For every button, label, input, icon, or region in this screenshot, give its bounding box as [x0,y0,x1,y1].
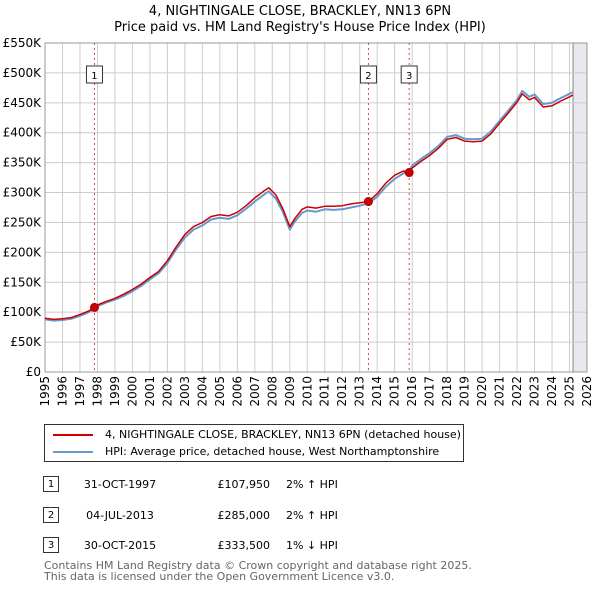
x-tick-label: 2012 [335,376,349,407]
x-tick-label: 2003 [178,376,192,407]
x-tick-label: 2016 [405,376,419,407]
y-tick-label: £200K [3,245,43,259]
sale-point [89,302,99,312]
x-tick-label: 2011 [318,376,332,407]
y-tick-label: £550K [3,36,43,50]
price-chart: £0 £50K £100K £150K £200K £250K £300K £350K £400… [3,36,594,407]
hpi-series-line [44,89,574,322]
x-tick-label: 2019 [458,376,472,407]
y-tick-label: £400K [3,126,43,140]
transaction-marker-label: 2 [365,71,371,82]
y-tick-label: £300K [3,186,43,200]
x-tick-label: 2026 [580,376,594,407]
transaction-marker-label: 3 [406,71,412,82]
legend-price-label: 4, NIGHTINGALE CLOSE, BRACKLEY, NN13 6PN… [105,428,461,441]
chart-title-line2: Price paid vs. HM Land Registry's House … [114,20,486,35]
x-tick-label: 2020 [475,376,489,407]
x-tick-label: 2025 [563,376,577,407]
x-tick-label: 1997 [73,376,87,407]
x-tick-label: 2017 [423,376,437,407]
y-tick-label: £100K [3,305,43,319]
price-series-line [44,93,574,321]
transaction-marker-box [85,65,103,84]
x-tick-label: 2010 [300,376,314,407]
x-tick-label: 2008 [265,376,279,407]
x-tick-label: 2018 [440,376,454,407]
transaction-price: £285,000 [217,509,271,522]
footer-line2: This data is licensed under the Open Gov… [44,570,395,583]
x-tick-label: 2024 [545,376,559,407]
x-tick-label: 2022 [510,376,524,407]
legend-item-hpi: HPI: Average price, detached house, West… [53,444,439,460]
x-tick-label: 2005 [213,376,227,407]
transaction-marker-box [400,65,418,84]
x-tick-label: 2023 [528,376,542,407]
y-tick-label: £150K [3,275,43,289]
x-tick-label: 2014 [370,376,384,407]
x-tick-label: 2004 [195,376,209,407]
chart-title-line1: 4, NIGHTINGALE CLOSE, BRACKLEY, NN13 6PN [148,4,452,19]
price-line-swatch [53,434,93,436]
transaction-number-badge: 1 [43,476,59,492]
y-tick-label: £250K [3,215,43,229]
y-tick-label: £0 [26,365,41,379]
x-tick-label: 2000 [125,376,139,407]
x-tick-label: 1998 [90,376,104,407]
plot-frame [44,42,588,373]
transaction-hpi-delta: 2% ↑ HPI [286,509,338,522]
transaction-marker-label: 1 [91,71,97,82]
hpi-line-swatch [53,451,93,453]
footer-line1: Contains HM Land Registry data © Crown c… [44,559,472,572]
transaction-price: £333,500 [217,539,271,552]
sale-point [363,197,373,207]
transaction-date: 31-OCT-1997 [83,478,157,491]
x-tick-label: 2002 [160,376,174,407]
transaction-hpi-delta: 1% ↓ HPI [286,539,338,552]
transaction-marker-box [359,65,377,84]
projection-shade [573,43,587,372]
transaction-date: 04-JUL-2013 [86,509,154,522]
y-tick-label: £500K [3,66,43,80]
transaction-hpi-delta: 2% ↑ HPI [286,478,338,491]
transaction-number-badge: 2 [43,507,59,523]
sale-point [404,168,414,178]
x-tick-label: 2006 [230,376,244,407]
x-tick-label: 2015 [388,376,402,407]
x-tick-label: 2007 [248,376,262,407]
x-tick-label: 2001 [143,376,157,407]
y-tick-label: £450K [3,96,43,110]
legend-item-price: 4, NIGHTINGALE CLOSE, BRACKLEY, NN13 6PN… [53,427,461,443]
x-tick-label: 2009 [283,376,297,407]
x-tick-label: 2013 [353,376,367,407]
transaction-price: £107,950 [217,478,271,491]
chart-legend: 4, NIGHTINGALE CLOSE, BRACKLEY, NN13 6PN… [44,424,464,462]
y-tick-label: £50K [10,335,42,349]
x-tick-label: 1995 [38,376,52,407]
y-tick-label: £350K [3,156,43,170]
x-tick-label: 1996 [55,376,69,407]
transaction-date: 30-OCT-2015 [83,539,157,552]
transaction-number-badge: 3 [43,537,59,553]
x-tick-label: 2021 [493,376,507,407]
footer-notice: Contains HM Land Registry data © Crown c… [44,560,472,582]
legend-hpi-label: HPI: Average price, detached house, West… [105,445,440,458]
x-tick-label: 1999 [108,376,122,407]
